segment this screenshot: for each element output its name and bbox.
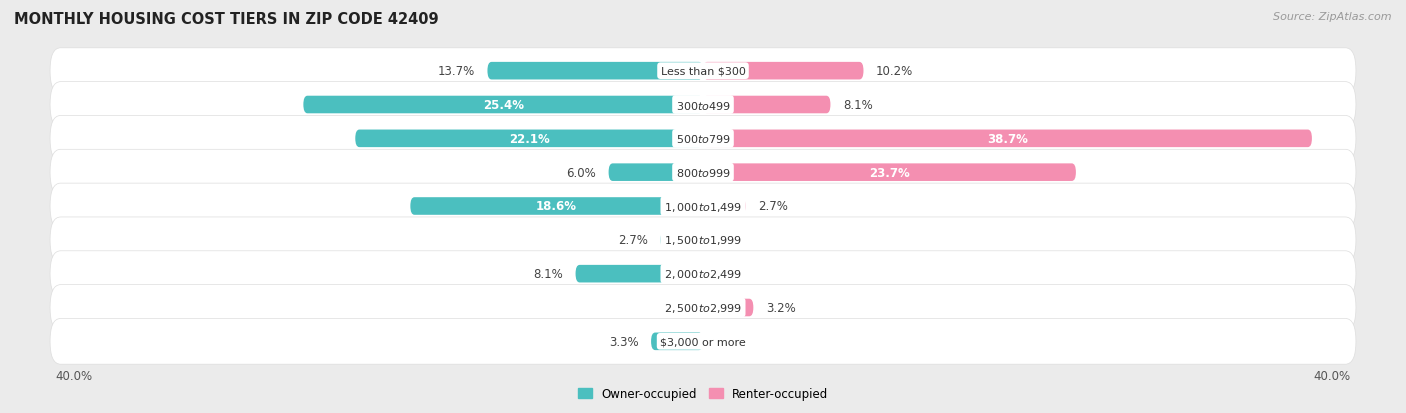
FancyBboxPatch shape bbox=[488, 63, 703, 80]
FancyBboxPatch shape bbox=[703, 130, 1312, 148]
Legend: Owner-occupied, Renter-occupied: Owner-occupied, Renter-occupied bbox=[572, 382, 834, 405]
Text: $2,500 to $2,999: $2,500 to $2,999 bbox=[664, 301, 742, 314]
FancyBboxPatch shape bbox=[51, 49, 1355, 94]
Text: 3.3%: 3.3% bbox=[609, 335, 638, 348]
Text: 18.6%: 18.6% bbox=[536, 200, 578, 213]
FancyBboxPatch shape bbox=[51, 83, 1355, 128]
Text: 3.2%: 3.2% bbox=[766, 301, 796, 314]
Text: 0.0%: 0.0% bbox=[661, 301, 690, 314]
Text: 23.7%: 23.7% bbox=[869, 166, 910, 179]
FancyBboxPatch shape bbox=[51, 319, 1355, 364]
Text: MONTHLY HOUSING COST TIERS IN ZIP CODE 42409: MONTHLY HOUSING COST TIERS IN ZIP CODE 4… bbox=[14, 12, 439, 27]
FancyBboxPatch shape bbox=[304, 97, 703, 114]
Text: 25.4%: 25.4% bbox=[482, 99, 523, 112]
Text: 2.7%: 2.7% bbox=[619, 234, 648, 247]
Text: $500 to $799: $500 to $799 bbox=[675, 133, 731, 145]
Text: Source: ZipAtlas.com: Source: ZipAtlas.com bbox=[1274, 12, 1392, 22]
FancyBboxPatch shape bbox=[51, 251, 1355, 297]
FancyBboxPatch shape bbox=[703, 97, 831, 114]
Text: $1,000 to $1,499: $1,000 to $1,499 bbox=[664, 200, 742, 213]
FancyBboxPatch shape bbox=[51, 217, 1355, 263]
FancyBboxPatch shape bbox=[51, 116, 1355, 162]
FancyBboxPatch shape bbox=[651, 333, 703, 350]
Text: 22.1%: 22.1% bbox=[509, 133, 550, 145]
Text: 6.0%: 6.0% bbox=[567, 166, 596, 179]
FancyBboxPatch shape bbox=[703, 198, 745, 215]
Text: 8.1%: 8.1% bbox=[533, 268, 562, 280]
FancyBboxPatch shape bbox=[703, 63, 863, 80]
FancyBboxPatch shape bbox=[703, 164, 1076, 182]
FancyBboxPatch shape bbox=[411, 198, 703, 215]
FancyBboxPatch shape bbox=[356, 130, 703, 148]
FancyBboxPatch shape bbox=[703, 299, 754, 316]
FancyBboxPatch shape bbox=[51, 184, 1355, 229]
Text: 38.7%: 38.7% bbox=[987, 133, 1028, 145]
Text: $2,000 to $2,499: $2,000 to $2,499 bbox=[664, 268, 742, 280]
FancyBboxPatch shape bbox=[51, 150, 1355, 196]
FancyBboxPatch shape bbox=[575, 265, 703, 283]
Text: $1,500 to $1,999: $1,500 to $1,999 bbox=[664, 234, 742, 247]
Text: $300 to $499: $300 to $499 bbox=[675, 99, 731, 111]
Text: 10.2%: 10.2% bbox=[876, 65, 914, 78]
Text: $3,000 or more: $3,000 or more bbox=[661, 337, 745, 347]
Text: 8.1%: 8.1% bbox=[844, 99, 873, 112]
Text: $800 to $999: $800 to $999 bbox=[675, 167, 731, 179]
Text: 2.7%: 2.7% bbox=[758, 200, 787, 213]
Text: 0.0%: 0.0% bbox=[716, 335, 745, 348]
FancyBboxPatch shape bbox=[661, 231, 703, 249]
Text: 13.7%: 13.7% bbox=[437, 65, 475, 78]
Text: 0.0%: 0.0% bbox=[716, 268, 745, 280]
FancyBboxPatch shape bbox=[51, 285, 1355, 330]
Text: 0.0%: 0.0% bbox=[716, 234, 745, 247]
Text: Less than $300: Less than $300 bbox=[661, 66, 745, 76]
FancyBboxPatch shape bbox=[609, 164, 703, 182]
